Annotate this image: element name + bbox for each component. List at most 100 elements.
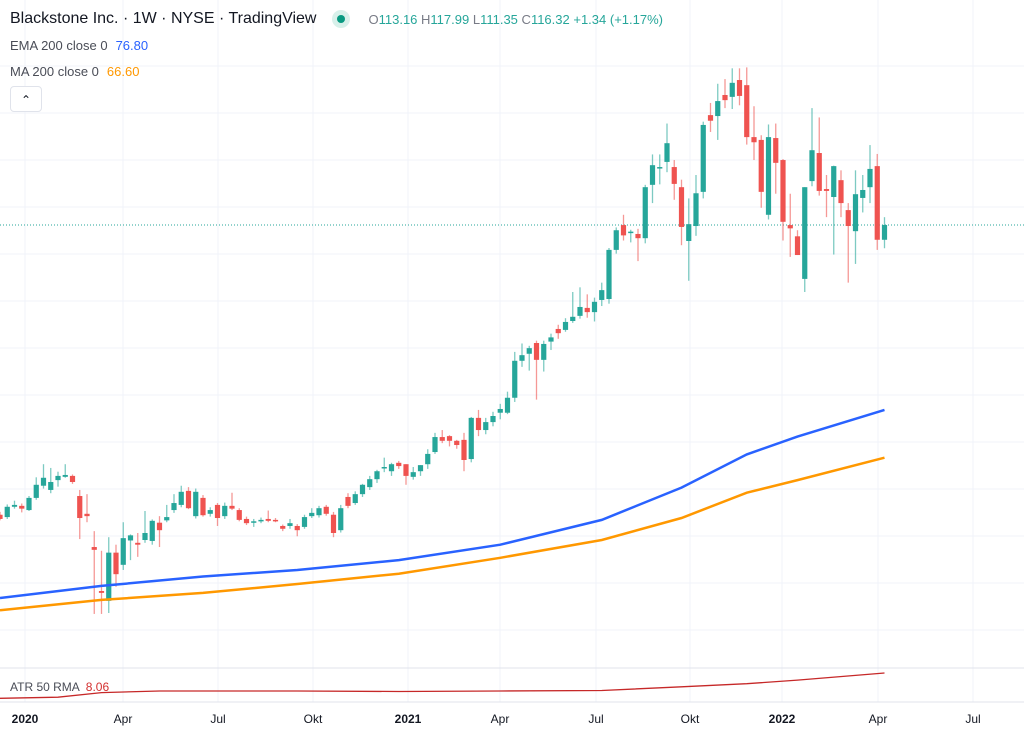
ma-legend[interactable]: MA 200 close 0 66.60 xyxy=(10,62,663,82)
candle-up xyxy=(526,345,532,371)
candle-body xyxy=(200,497,206,516)
candle-body xyxy=(287,523,293,526)
candle-up xyxy=(570,291,576,323)
candle-up xyxy=(802,187,808,292)
open-label: O xyxy=(368,11,379,27)
candle-body xyxy=(577,306,583,316)
candle-body xyxy=(149,520,155,541)
candle-up xyxy=(468,416,474,463)
candle-body xyxy=(671,167,677,184)
candle-body xyxy=(555,328,561,334)
candle-down xyxy=(396,460,402,469)
atr-value: 8.06 xyxy=(85,680,110,694)
ma-value: 66.60 xyxy=(106,64,140,79)
candle-body xyxy=(251,521,257,523)
candle-up xyxy=(352,491,358,505)
candle-up xyxy=(657,154,663,185)
candle-up xyxy=(149,519,155,545)
candle-up xyxy=(425,449,431,469)
candle-body xyxy=(758,139,764,192)
candle-body xyxy=(599,290,605,300)
time-axis-label: 2022 xyxy=(769,712,796,726)
candle-down xyxy=(294,524,300,537)
candle-body xyxy=(613,230,619,250)
candle-body xyxy=(388,464,395,472)
candle-down xyxy=(113,544,119,587)
candle-up xyxy=(62,464,68,478)
candle-body xyxy=(838,180,844,204)
candle-up xyxy=(700,121,706,199)
candle-body xyxy=(171,503,177,511)
close-label: C xyxy=(521,11,531,27)
candle-up xyxy=(649,154,656,204)
candle-down xyxy=(84,494,90,523)
candle-up xyxy=(664,123,670,173)
time-axis-label: Apr xyxy=(869,712,888,726)
candle-up xyxy=(55,471,61,487)
open-value: 113.16 xyxy=(378,11,418,27)
atr-legend[interactable]: ATR 50 RMA 8.06 xyxy=(10,680,109,694)
candle-down xyxy=(475,409,482,437)
candle-down xyxy=(323,504,329,516)
candle-down xyxy=(461,432,467,472)
candle-body xyxy=(584,307,590,313)
candle-up xyxy=(852,170,859,264)
candle-up xyxy=(4,504,10,519)
candle-body xyxy=(294,525,300,531)
candle-body xyxy=(446,436,453,441)
time-axis-label: Okt xyxy=(304,712,323,726)
candle-down xyxy=(838,170,844,218)
candle-body xyxy=(678,187,685,227)
candle-body xyxy=(707,115,714,121)
time-axis-label: Apr xyxy=(491,712,510,726)
candle-body xyxy=(120,538,126,565)
candle-down xyxy=(265,510,271,523)
candle-body xyxy=(483,422,489,431)
candle-body xyxy=(606,249,612,300)
candle-body xyxy=(113,552,119,575)
candle-down xyxy=(236,508,242,522)
candle-body xyxy=(19,505,25,509)
candle-down xyxy=(272,518,279,523)
candle-body xyxy=(765,137,772,215)
candle-up xyxy=(193,488,199,519)
ema-label: EMA 200 close 0 xyxy=(10,38,108,53)
time-axis-label: Jul xyxy=(588,712,603,726)
collapse-legend-button[interactable]: ⌃ xyxy=(10,86,42,112)
time-axis-label: 2021 xyxy=(395,712,422,726)
candle-body xyxy=(55,475,61,481)
candle-body xyxy=(461,439,467,460)
candle-body xyxy=(744,85,750,138)
candle-up xyxy=(497,403,503,420)
candle-down xyxy=(69,474,76,484)
candle-down xyxy=(98,550,105,614)
candle-body xyxy=(860,189,866,198)
candle-down xyxy=(330,511,337,538)
candle-body xyxy=(359,484,366,495)
candle-body xyxy=(84,513,90,517)
close-value: 116.32 xyxy=(530,11,570,27)
candle-body xyxy=(729,82,735,97)
candle-body xyxy=(142,532,148,541)
candle-body xyxy=(106,552,112,601)
candle-up xyxy=(432,432,438,454)
time-axis[interactable]: 2020 Apr Jul Okt 2021 Apr Jul Okt 2022 Apr Jul xyxy=(12,712,981,726)
candle-body xyxy=(374,471,380,480)
candle-body xyxy=(164,517,170,521)
candle-up xyxy=(142,510,148,543)
candle-up xyxy=(686,198,692,281)
symbol-title[interactable]: Blackstone Inc. · 1W · NYSE · TradingVie… xyxy=(10,10,317,27)
candle-body xyxy=(773,138,779,163)
candle-body xyxy=(751,137,757,143)
ema-legend[interactable]: EMA 200 close 0 76.80 xyxy=(10,36,663,56)
candle-body xyxy=(541,343,547,360)
candle-body xyxy=(367,479,373,488)
ema-value: 76.80 xyxy=(115,38,149,53)
change-value: +1.34 (+1.17%) xyxy=(573,11,663,27)
candle-body xyxy=(62,474,68,477)
candle-down xyxy=(77,489,83,540)
candle-down xyxy=(403,464,409,485)
high-value: 117.99 xyxy=(430,11,470,27)
candle-down xyxy=(744,67,750,145)
